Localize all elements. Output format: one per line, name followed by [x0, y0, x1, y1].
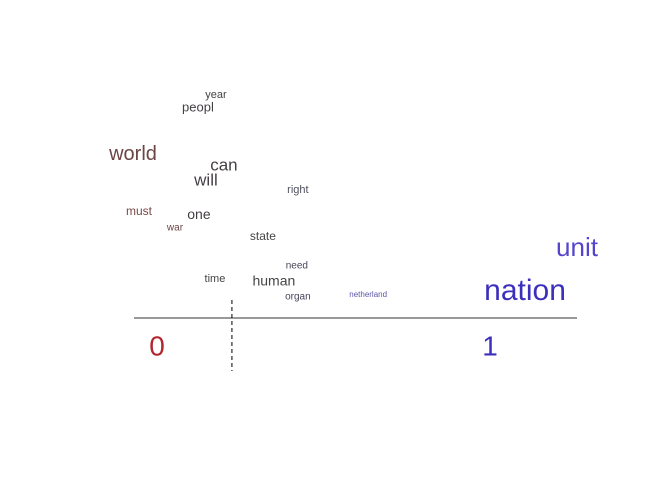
word: need [286, 261, 308, 272]
word: peopl [182, 99, 214, 114]
word: will [193, 170, 218, 189]
word: unit [556, 232, 599, 262]
x-tick-subtitle: (Topic 10) [429, 366, 552, 397]
word: state [250, 229, 276, 243]
x-tick-label: 0 [149, 330, 165, 361]
word: war [166, 223, 184, 234]
word: time [205, 273, 226, 285]
word: nation [484, 274, 566, 307]
x-tick-subtitle: (Topic 10) [96, 366, 219, 397]
word: human [252, 273, 295, 289]
word: organ [285, 292, 311, 303]
word: can [210, 156, 237, 175]
word: right [287, 184, 308, 196]
word: must [126, 204, 153, 218]
word: one [187, 206, 211, 222]
word: world [108, 143, 157, 165]
x-tick-label: 1 [482, 330, 498, 361]
word: year [205, 89, 227, 101]
word: netherland [349, 290, 387, 299]
